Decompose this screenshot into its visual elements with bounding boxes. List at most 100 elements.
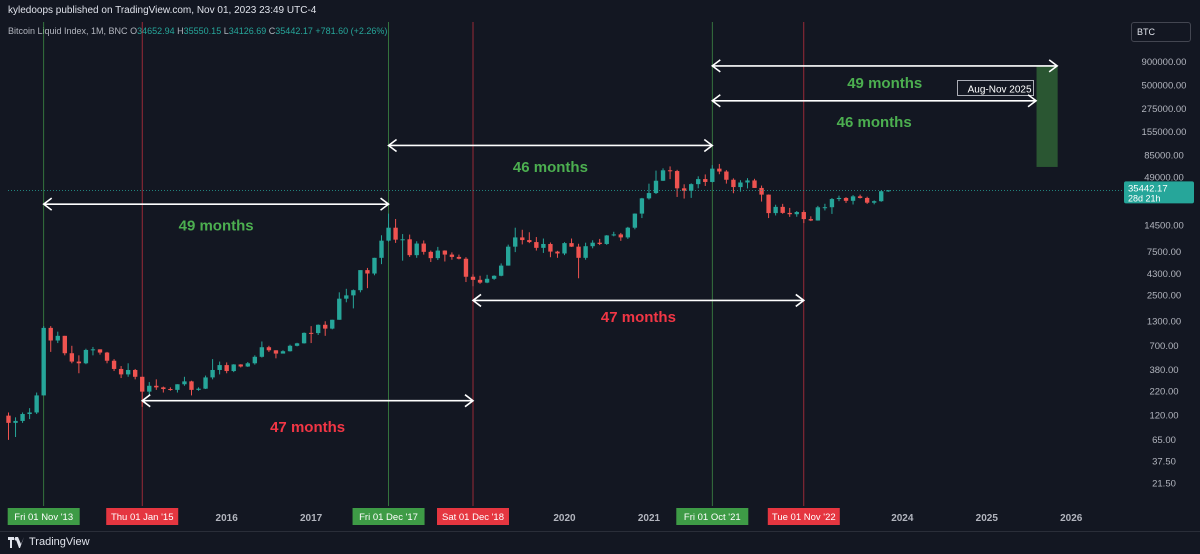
- candle-body: [111, 360, 117, 369]
- tradingview-logo[interactable]: TradingView: [8, 536, 90, 548]
- candle-body: [583, 246, 588, 258]
- y-axis: 900000.00 500000.00 275000.00 155000.00 8500…: [1124, 57, 1194, 490]
- close-label: C: [268, 26, 276, 36]
- y-tick-label: 220.00: [1149, 387, 1178, 398]
- candle-body: [379, 240, 384, 258]
- candle-body: [696, 179, 701, 185]
- y-tick-label: 500000.00: [1142, 81, 1187, 92]
- tradingview-logo-icon: [8, 536, 24, 548]
- x-date-badge-label: Tue 01 Nov '22: [772, 512, 836, 523]
- x-date-badge: [767, 508, 840, 525]
- x-date-badge-label: Thu 01 Jan '15: [111, 512, 174, 523]
- target-zone-label-box: [957, 80, 1034, 96]
- candle-body: [175, 384, 180, 390]
- candle-body: [182, 381, 187, 385]
- candle-body: [266, 347, 272, 351]
- candle-body: [245, 363, 250, 367]
- y-tick-label: 14500.00: [1144, 221, 1184, 232]
- measure-arrow-head-left: [710, 94, 721, 108]
- candle-body: [280, 351, 286, 354]
- low-label: L: [223, 26, 229, 36]
- candle-body: [766, 194, 771, 214]
- x-date-badge: [676, 508, 749, 525]
- candle-body: [689, 184, 694, 191]
- y-tick-label: 900000.00: [1142, 57, 1187, 68]
- measure-arrow-head-right: [1048, 59, 1059, 73]
- change-value: +781.60 (+2.26%): [315, 26, 388, 36]
- candle-body: [801, 212, 806, 220]
- candle-body: [224, 365, 229, 372]
- candle-body: [463, 258, 469, 277]
- candle-body: [794, 212, 799, 215]
- candle-body: [27, 412, 32, 415]
- candle-body: [168, 389, 173, 391]
- candle-body: [731, 179, 736, 188]
- candle-body: [541, 243, 546, 248]
- candle-body: [491, 275, 497, 279]
- candle-body: [625, 227, 631, 238]
- candle-body: [815, 207, 821, 221]
- candle-body: [365, 270, 370, 274]
- x-tick-label: 2020: [553, 513, 576, 524]
- x-date-badge-label: Sat 01 Dec '18: [442, 512, 504, 523]
- candle-body: [104, 352, 110, 361]
- measure-label: 46 months: [513, 159, 588, 176]
- candle-body: [513, 237, 518, 247]
- candle-body: [759, 187, 764, 195]
- candle-body: [154, 385, 159, 388]
- candle-body: [745, 180, 750, 183]
- candle-body: [787, 212, 792, 215]
- candle-body: [470, 276, 476, 280]
- top-bar: kyledoops published on TradingView.com, …: [0, 0, 1200, 22]
- x-tick-label: 2025: [976, 513, 999, 524]
- candle-body: [597, 242, 602, 244]
- x-date-badge: [7, 508, 80, 525]
- measure-arrow-head-right: [380, 197, 390, 211]
- candle-body: [238, 364, 243, 367]
- y-tick-label: 380.00: [1149, 365, 1178, 376]
- symbol-legend: Bitcoin Liquid Index, 1M, BNC O34652.94 …: [8, 26, 387, 36]
- measure-label: 47 months: [270, 419, 345, 436]
- candle-body: [449, 254, 455, 257]
- candle-body: [506, 246, 511, 266]
- candle-body: [337, 298, 342, 320]
- measure-arrow-head-right: [795, 293, 806, 308]
- y-tick-label: 85000.00: [1144, 151, 1184, 162]
- high-value: 35550.15: [183, 26, 222, 36]
- candle-body: [632, 213, 638, 228]
- x-date-badge-label: Fri 01 Oct '21: [684, 512, 741, 523]
- candle-body: [780, 206, 785, 213]
- candle-body: [55, 335, 60, 341]
- candle-body: [358, 270, 363, 291]
- candle-body: [62, 335, 67, 354]
- candle-body: [97, 349, 103, 353]
- candle-body: [555, 251, 560, 254]
- candle-body: [41, 327, 46, 396]
- candle-body: [843, 197, 849, 201]
- price-label-countdown: 28d 21h: [1128, 193, 1161, 203]
- candle-body: [576, 246, 581, 258]
- candle-body: [6, 415, 11, 423]
- y-tick-label: 21.50: [1152, 479, 1176, 490]
- x-tick-label: 2021: [638, 513, 661, 524]
- target-zone-layer: Aug-Nov 2025: [957, 65, 1058, 167]
- candle-body: [484, 278, 490, 283]
- candle-body: [534, 242, 539, 248]
- symbol-name: Bitcoin Liquid Index, 1M, BNC: [8, 26, 128, 36]
- measure-label: 49 months: [847, 75, 922, 92]
- measure-arrow-head-left: [42, 197, 53, 211]
- symbol-badge[interactable]: BTC: [1131, 22, 1191, 42]
- candle-body: [344, 295, 349, 299]
- x-tick-label: 2016: [216, 513, 239, 524]
- candle-body: [273, 350, 279, 354]
- candle-body: [520, 237, 525, 241]
- candle-body: [681, 188, 687, 191]
- candle-body: [653, 180, 659, 194]
- candle-body: [330, 319, 335, 329]
- candle-body: [773, 206, 778, 214]
- measurements-layer: 49 months 47 months 46 months 47 months 49 m…: [42, 59, 1059, 436]
- candle-body: [703, 179, 708, 182]
- candle-body: [871, 201, 877, 203]
- candle-body: [879, 191, 884, 202]
